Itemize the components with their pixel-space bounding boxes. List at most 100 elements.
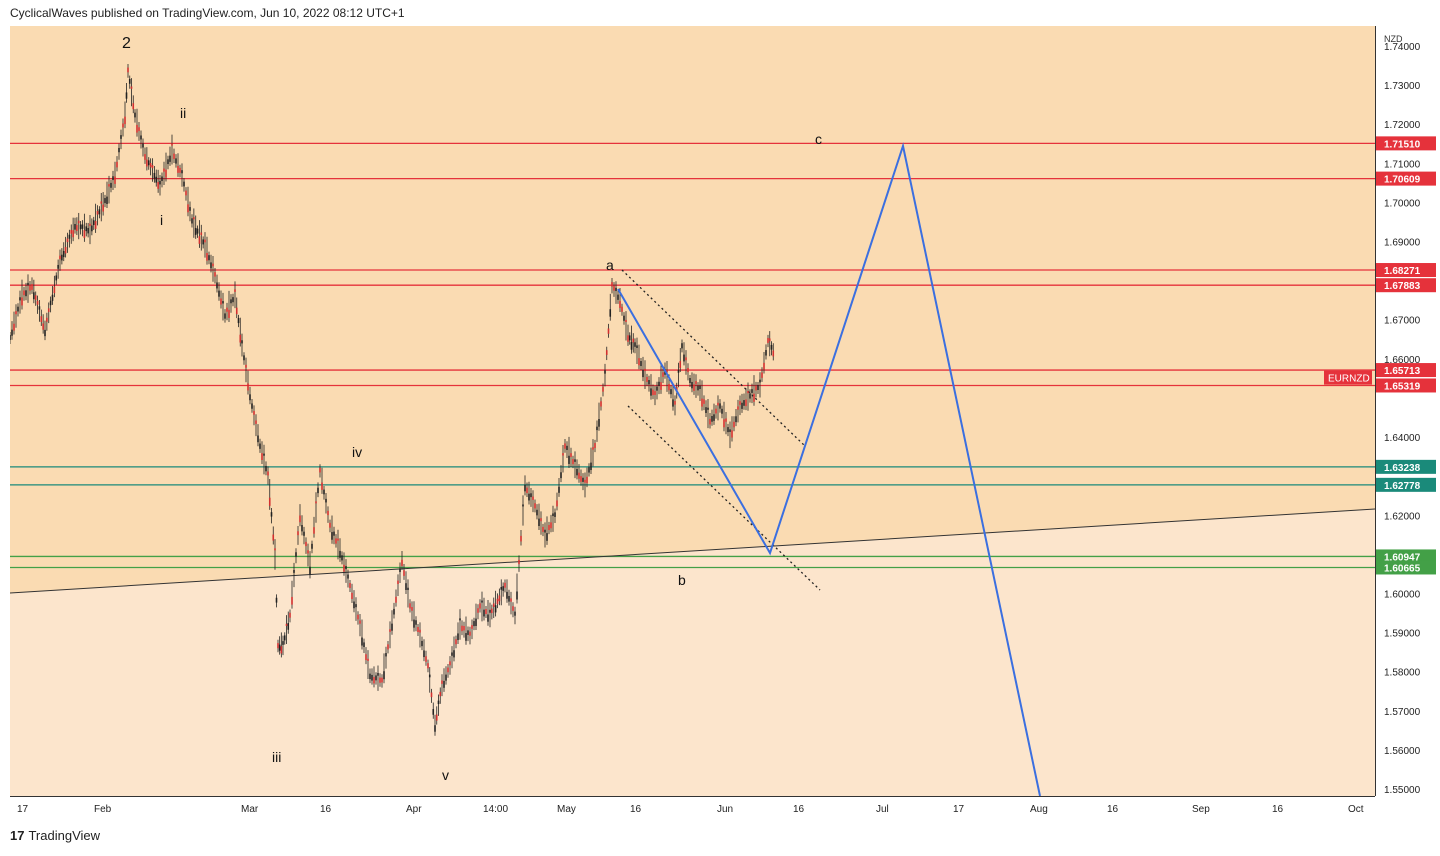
- symbol-tag-text: EURNZD: [1328, 374, 1370, 385]
- candle-body: [275, 597, 278, 603]
- candle-body: [261, 453, 263, 461]
- time-axis[interactable]: 17 Feb Mar 16 Apr 14:00 May 16 Jun 16 Jul 17 Aug 16 Se…: [10, 796, 1375, 821]
- candle-body: [120, 135, 122, 139]
- candle-body: [528, 493, 530, 501]
- candle-body: [751, 389, 753, 393]
- candle-body: [705, 407, 707, 413]
- publish-info: CyclicalWaves published on TradingView.c…: [10, 6, 405, 20]
- candle-body: [489, 609, 491, 613]
- candle-body: [683, 354, 685, 362]
- candle-body: [560, 472, 562, 479]
- candle-body: [621, 306, 623, 312]
- candle-body: [613, 286, 615, 291]
- level-badge-5: [1376, 378, 1436, 393]
- candle-body: [98, 209, 101, 215]
- candle-body: [729, 429, 731, 432]
- candle-body: [200, 232, 203, 236]
- price-tick-11: 1.59000: [1384, 629, 1421, 640]
- candle-body: [329, 522, 331, 528]
- candle-body: [371, 674, 373, 681]
- candle-body: [695, 381, 697, 385]
- candle-body: [385, 653, 387, 657]
- trendline: [10, 508, 1375, 594]
- time-tick-6: May: [557, 804, 576, 815]
- tradingview-footer[interactable]: 17 TradingView: [10, 828, 100, 843]
- candle-body: [108, 184, 110, 187]
- chart-area[interactable]: 2 ii i iii iv v a b c EURNZD: [10, 26, 1375, 796]
- candle-body: [459, 618, 461, 621]
- candle-body: [674, 401, 676, 405]
- candle-body: [47, 308, 50, 312]
- candle-body: [373, 676, 375, 684]
- candle-body: [642, 370, 644, 378]
- candle-body: [522, 504, 524, 507]
- candle-body: [526, 487, 528, 494]
- level-badge-9: [1376, 560, 1436, 575]
- candle-body: [607, 328, 610, 334]
- candle-body: [449, 661, 451, 666]
- wave-label-2: 2: [122, 35, 131, 52]
- candle-body: [224, 313, 226, 319]
- candle-body: [343, 564, 345, 572]
- candle-body: [325, 498, 327, 503]
- candle-body: [757, 384, 759, 390]
- time-tick-12: Aug: [1030, 804, 1048, 815]
- level-value-6: 1.63238: [1384, 463, 1421, 474]
- level-badge-4: [1376, 363, 1436, 378]
- candle-body: [532, 496, 534, 500]
- candle-body: [228, 309, 230, 318]
- candle-body: [10, 335, 11, 340]
- candle-body: [191, 218, 193, 224]
- candle-body: [274, 548, 276, 551]
- candle-body: [46, 317, 48, 322]
- candle-body: [301, 525, 303, 532]
- candle-body: [725, 418, 727, 422]
- candle-body: [445, 674, 447, 681]
- price-tick-2: 1.72000: [1384, 120, 1421, 131]
- candle-body: [367, 658, 369, 661]
- candle-body: [747, 390, 749, 394]
- wave-label-a: a: [606, 257, 614, 273]
- candle-body: [379, 677, 381, 683]
- candle-body: [711, 416, 713, 422]
- candle-body: [415, 620, 417, 625]
- candle-body: [61, 254, 63, 261]
- brand-name: TradingView: [28, 828, 101, 843]
- candle-body: [594, 443, 596, 449]
- candle-body: [253, 411, 255, 415]
- candle-body: [617, 294, 619, 300]
- candle-body: [741, 402, 743, 409]
- candle-body: [138, 127, 140, 132]
- candle-body: [393, 608, 395, 615]
- candle-body: [609, 309, 612, 317]
- candle-body: [453, 650, 455, 658]
- candle-body: [249, 394, 251, 401]
- candle-body: [471, 625, 473, 629]
- candle-body: [319, 467, 321, 473]
- candle-body: [397, 580, 399, 584]
- candle-body: [295, 552, 297, 557]
- candle-body: [646, 376, 648, 382]
- candle-body: [357, 614, 359, 620]
- level-badge-1: [1376, 171, 1436, 186]
- candle-body: [202, 239, 204, 245]
- candle-body: [401, 559, 403, 566]
- wave-label-v: v: [442, 767, 449, 783]
- candle-body: [140, 135, 142, 140]
- candle-body: [40, 316, 43, 322]
- candle-body: [116, 161, 118, 168]
- candle-body: [625, 319, 627, 323]
- wave-projection: [617, 142, 1041, 796]
- candle-body: [112, 176, 114, 181]
- candle-body: [520, 535, 522, 542]
- candle-body: [198, 236, 201, 244]
- candle-body: [536, 509, 538, 516]
- candle-body: [582, 477, 584, 482]
- price-tick-15: 1.55000: [1384, 785, 1421, 796]
- candle-body: [185, 190, 187, 196]
- candle-body: [658, 381, 660, 386]
- candle-body: [299, 515, 301, 523]
- price-axis[interactable]: NZD 1.74000 1.73000 1.72000 1.71000 1.70000 1.…: [1375, 26, 1440, 796]
- candle-body: [226, 307, 228, 312]
